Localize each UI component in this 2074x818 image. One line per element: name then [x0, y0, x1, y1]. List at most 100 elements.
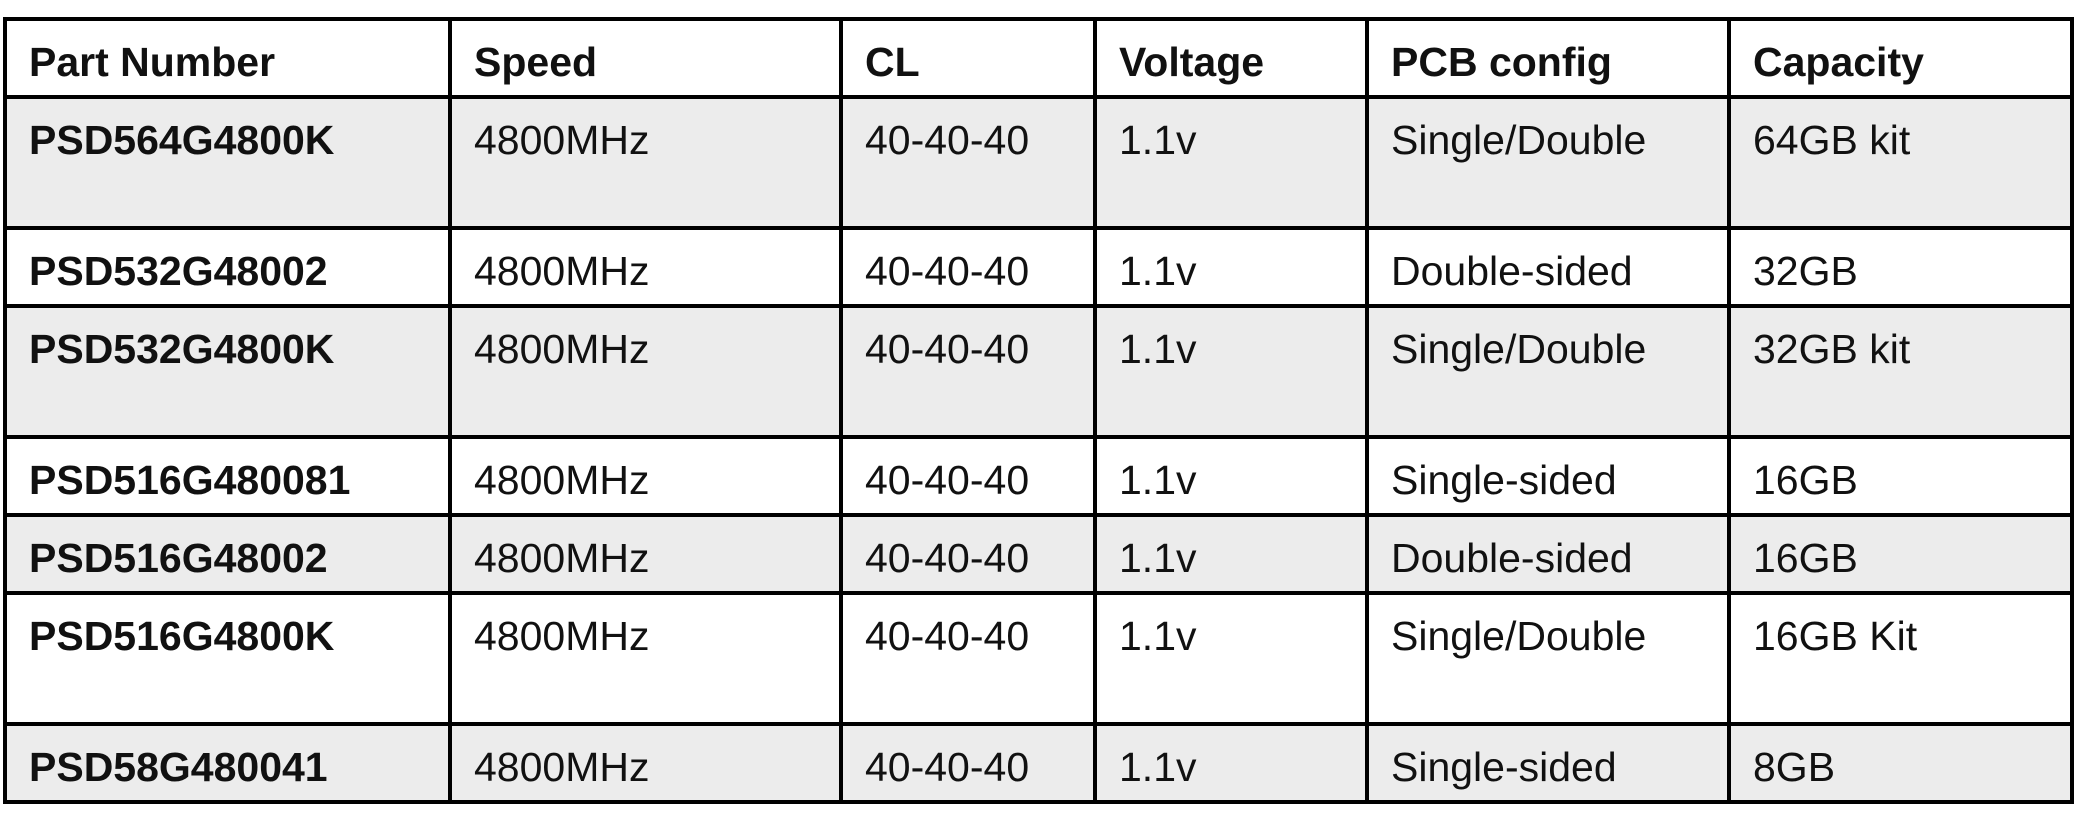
cell-text: 1.1v — [1119, 326, 1197, 372]
table-cell: 1.1v — [1093, 722, 1369, 804]
table-cell: 4800MHz — [448, 722, 843, 804]
spec-table: Part Number Speed CL Voltage PCB config Capac… — [3, 17, 2074, 804]
column-header: CL — [839, 17, 1097, 99]
cell-text: 4800MHz — [474, 744, 650, 790]
column-header: Capacity — [1727, 17, 2074, 99]
cell-text: 4800MHz — [474, 613, 650, 659]
part-number: PSD532G48002 — [3, 226, 452, 308]
cell-text: PSD532G4800K — [29, 326, 335, 372]
cell-text: Single/Double — [1391, 613, 1647, 659]
table-row: PSD516G48002 4800MHz 40-40-40 1.1v Double-si… — [3, 513, 2074, 595]
table-cell: 16GB — [1727, 513, 2074, 595]
cell-text: Single/Double — [1391, 117, 1647, 163]
cell-text: 4800MHz — [474, 535, 650, 581]
cell-text: 4800MHz — [474, 248, 650, 294]
column-header: Part Number — [3, 17, 452, 99]
table-cell: Double-sided — [1365, 226, 1731, 308]
cell-text: 32GB kit — [1753, 326, 1911, 372]
cell-text: 40-40-40 — [865, 457, 1030, 503]
table-cell: 4800MHz — [448, 435, 843, 517]
cell-text: 1.1v — [1119, 535, 1197, 581]
cell-text: 16GB — [1753, 457, 1858, 503]
cell-text: Double-sided — [1391, 248, 1633, 294]
table-cell: 4800MHz — [448, 95, 843, 230]
part-number: PSD58G480041 — [3, 722, 452, 804]
table-cell: 4800MHz — [448, 304, 843, 439]
part-number: PSD516G480081 — [3, 435, 452, 517]
table-cell: 40-40-40 — [839, 435, 1097, 517]
cell-text: PSD516G480081 — [29, 457, 351, 503]
table-cell: 1.1v — [1093, 95, 1369, 230]
cell-text: Single/Double — [1391, 326, 1647, 372]
part-number: PSD516G4800K — [3, 591, 452, 726]
table-row: PSD564G4800K 4800MHz 40-40-40 1.1v Single/Do… — [3, 95, 2074, 230]
part-number: PSD532G4800K — [3, 304, 452, 439]
table-cell: 64GB kit — [1727, 95, 2074, 230]
table-cell: 4800MHz — [448, 513, 843, 595]
table-cell: 16GB — [1727, 435, 2074, 517]
cell-text: 40-40-40 — [865, 117, 1030, 163]
table-cell: 32GB kit — [1727, 304, 2074, 439]
cell-text: 1.1v — [1119, 248, 1197, 294]
table-cell: Single/Double — [1365, 95, 1731, 230]
table-cell: 16GB Kit — [1727, 591, 2074, 726]
table-cell: 40-40-40 — [839, 304, 1097, 439]
cell-text: 16GB Kit — [1753, 613, 1918, 659]
cell-text: 16GB — [1753, 535, 1858, 581]
cell-text: Single-sided — [1391, 744, 1617, 790]
cell-text: 40-40-40 — [865, 744, 1030, 790]
table-cell: 40-40-40 — [839, 591, 1097, 726]
cell-text: 4800MHz — [474, 326, 650, 372]
cell-text: 40-40-40 — [865, 535, 1030, 581]
table-cell: 40-40-40 — [839, 722, 1097, 804]
cell-text: PSD532G48002 — [29, 248, 328, 294]
column-header: Voltage — [1093, 17, 1369, 99]
table-cell: 40-40-40 — [839, 513, 1097, 595]
cell-text: Double-sided — [1391, 535, 1633, 581]
table-cell: Single-sided — [1365, 722, 1731, 804]
table-row: PSD516G480081 4800MHz 40-40-40 1.1v Single-s… — [3, 435, 2074, 517]
table-cell: 4800MHz — [448, 226, 843, 308]
table-cell: 1.1v — [1093, 304, 1369, 439]
table-cell: 32GB — [1727, 226, 2074, 308]
cell-text: 40-40-40 — [865, 326, 1030, 372]
table-row: PSD516G4800K 4800MHz 40-40-40 1.1v Single/Do… — [3, 591, 2074, 726]
cell-text: 4800MHz — [474, 457, 650, 503]
table-row: PSD532G48002 4800MHz 40-40-40 1.1v Double-si… — [3, 226, 2074, 308]
cell-text: PSD58G480041 — [29, 744, 328, 790]
table-cell: Double-sided — [1365, 513, 1731, 595]
table-cell: Single/Double — [1365, 591, 1731, 726]
column-header: PCB config — [1365, 17, 1731, 99]
table-cell: 1.1v — [1093, 591, 1369, 726]
table-cell: Single-sided — [1365, 435, 1731, 517]
table-cell: 1.1v — [1093, 226, 1369, 308]
part-number: PSD516G48002 — [3, 513, 452, 595]
cell-text: 1.1v — [1119, 457, 1197, 503]
table-cell: 8GB — [1727, 722, 2074, 804]
cell-text: 40-40-40 — [865, 248, 1030, 294]
cell-text: 1.1v — [1119, 613, 1197, 659]
table-cell: 4800MHz — [448, 591, 843, 726]
table-cell: 1.1v — [1093, 513, 1369, 595]
cell-text: 4800MHz — [474, 117, 650, 163]
table-cell: 1.1v — [1093, 435, 1369, 517]
table-cell: 40-40-40 — [839, 95, 1097, 230]
header-row: Part Number Speed CL Voltage PCB config Capac… — [3, 17, 2074, 99]
cell-text: PSD516G4800K — [29, 613, 335, 659]
part-number: PSD564G4800K — [3, 95, 452, 230]
column-header: Speed — [448, 17, 843, 99]
cell-text: 40-40-40 — [865, 613, 1030, 659]
cell-text: 1.1v — [1119, 117, 1197, 163]
cell-text: Single-sided — [1391, 457, 1617, 503]
table-row: PSD58G480041 4800MHz 40-40-40 1.1v Single-si… — [3, 722, 2074, 804]
cell-text: 32GB — [1753, 248, 1858, 294]
cell-text: 8GB — [1753, 744, 1836, 790]
cell-text: 1.1v — [1119, 744, 1197, 790]
cell-text: PSD564G4800K — [29, 117, 335, 163]
table-cell: 40-40-40 — [839, 226, 1097, 308]
cell-text: 64GB kit — [1753, 117, 1911, 163]
table-cell: Single/Double — [1365, 304, 1731, 439]
table-row: PSD532G4800K 4800MHz 40-40-40 1.1v Single/Do… — [3, 304, 2074, 439]
cell-text: PSD516G48002 — [29, 535, 328, 581]
